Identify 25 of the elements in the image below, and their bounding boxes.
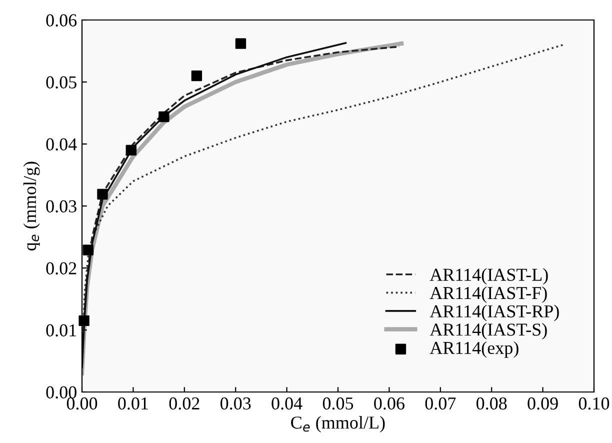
- legend-label: AR114(IAST-RP): [430, 304, 559, 322]
- x-tick-label: 0.00: [66, 397, 98, 410]
- x-tick-label: 0.10: [578, 397, 610, 410]
- x-tick-label: 0.01: [118, 397, 148, 410]
- legend-label: AR114(IAST-F): [430, 286, 547, 303]
- y-tick-label: 0.01: [46, 324, 76, 337]
- x-axis-title: C$_{e}$ (mmol/L): [291, 416, 385, 432]
- x-tick-label: 0.09: [528, 397, 558, 410]
- y-tick-label: 0.00: [46, 386, 76, 399]
- y-tick-label: 0.06: [46, 14, 77, 27]
- legend-label: AR114(exp): [430, 341, 518, 358]
- y-axis-title: q$_{e}$ (mmol/g): [23, 162, 40, 250]
- legend-label: AR114(IAST-L): [430, 268, 548, 285]
- y-tick-label: 0.03: [46, 200, 76, 213]
- x-tick-label: 0.03: [220, 397, 251, 410]
- x-tick-label: 0.02: [169, 397, 200, 410]
- y-tick-label: 0.04: [46, 138, 77, 151]
- x-tick-label: 0.08: [476, 397, 507, 410]
- y-tick-label: 0.02: [46, 262, 76, 275]
- x-tick-label: 0.04: [272, 397, 302, 410]
- x-tick-label: 0.07: [425, 397, 456, 410]
- y-tick-label: 0.05: [46, 76, 76, 89]
- x-tick-label: 0.06: [374, 397, 404, 410]
- x-tick-label: 0.05: [322, 397, 354, 410]
- legend-label: AR114(IAST-S): [430, 323, 547, 340]
